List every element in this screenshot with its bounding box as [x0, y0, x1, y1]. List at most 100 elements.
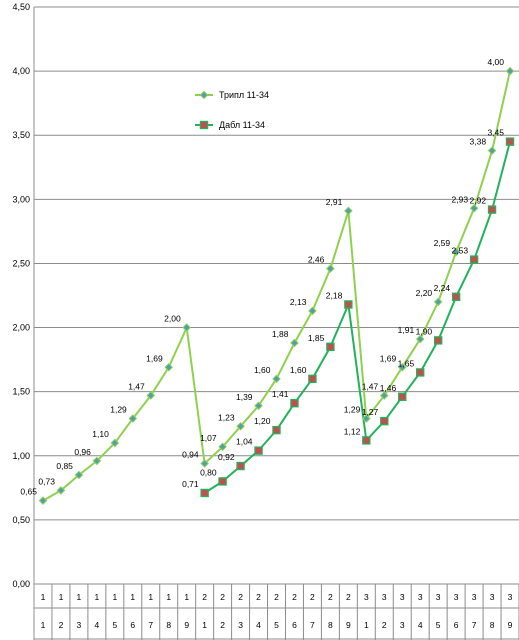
- data-label-1: 1,23: [218, 412, 235, 422]
- data-label-2: 1,41: [272, 389, 289, 399]
- x-tick-label-row1: 3: [472, 592, 477, 602]
- x-tick-label-row2: 6: [292, 620, 297, 630]
- data-point-1: [182, 323, 191, 332]
- data-point-1: [469, 204, 479, 213]
- legend-marker-1: [199, 90, 209, 100]
- data-label-1: 1,29: [110, 405, 127, 415]
- data-label-2: 2,24: [434, 283, 451, 293]
- data-point-1: [433, 297, 443, 307]
- data-label-1: 4,00: [487, 57, 504, 67]
- data-point-2: [469, 255, 479, 264]
- x-tick-label-row1: 1: [77, 592, 82, 602]
- data-label-1: 2,20: [416, 288, 433, 298]
- y-tick-label: 0,00: [12, 579, 30, 589]
- x-tick-label-row1: 1: [95, 592, 100, 602]
- data-label-1: 0,85: [56, 461, 73, 471]
- data-point-2: [433, 336, 443, 345]
- data-labels: 0,650,730,850,961,10 1,29 1,47 1,69 2,00 0,94…: [20, 57, 504, 497]
- x-tick-label-row1: 1: [184, 592, 189, 602]
- x-tick-label-row2: 2: [59, 620, 64, 630]
- data-label-2: 1,27: [362, 407, 379, 417]
- data-point-1: [344, 206, 353, 216]
- data-point-1: [326, 264, 335, 273]
- x-tick-label-row1: 3: [454, 592, 459, 602]
- x-tick-label-row1: 3: [508, 592, 513, 602]
- data-label-2: 1,12: [344, 426, 361, 436]
- data-point-2: [326, 342, 335, 351]
- x-tick-label-row2: 9: [346, 620, 351, 630]
- data-point-1: [505, 66, 515, 76]
- x-tick-label-row1: 2: [220, 592, 225, 602]
- y-tick-label: 1,50: [12, 387, 30, 397]
- data-point-1: [451, 247, 461, 257]
- x-tick-label-row2: 5: [436, 620, 441, 630]
- x-tick-label-row1: 2: [310, 592, 315, 602]
- data-label-2: 1,46: [380, 383, 397, 393]
- x-tick-label-row1: 2: [274, 592, 279, 602]
- data-label-2: 1,60: [290, 365, 307, 375]
- x-tick-label-row1: 1: [41, 592, 46, 602]
- data-point-1: [254, 401, 263, 411]
- data-label-1: 2,13: [290, 297, 307, 307]
- data-point-1: [379, 391, 389, 400]
- x-tick-label-row2: 3: [400, 620, 405, 630]
- x-tick-label-row2: 7: [148, 620, 153, 630]
- data-point-2: [380, 416, 389, 426]
- y-tick-label: 2,50: [12, 258, 30, 268]
- data-point-2: [218, 477, 227, 486]
- legend-marker-2: [199, 120, 209, 130]
- y-tick-label: 1,00: [12, 451, 30, 461]
- x-tick-label-row2: 1: [364, 620, 369, 630]
- y-axis: 0,00 0,50 1,00 1,50 2,00 2,50 3,00 3,50 4,00 4,50: [12, 2, 35, 589]
- data-label-2: 1,04: [236, 437, 253, 447]
- y-tick-label: 3,50: [12, 130, 30, 140]
- x-tick-label-row1: 1: [59, 592, 64, 602]
- data-point-1: [164, 362, 174, 372]
- data-label-2: 1,20: [254, 416, 271, 426]
- x-tick-label-row2: 7: [310, 620, 315, 630]
- x-tick-label-row2: 1: [202, 620, 207, 630]
- data-label-2: 2,53: [452, 246, 469, 256]
- y-tick-label: 2,00: [12, 323, 30, 333]
- x-tick-label-row1: 3: [400, 592, 405, 602]
- x-tick-label-row2: 9: [508, 620, 513, 630]
- x-axis: 1 1 1 2 1 3 1 4 1 5 1 6 1 7 1 8 1 9 2 1 2 2 2 3 2 4 2 5 2 6 2 7 2 8 2 9 3 1 3 2…: [33, 584, 519, 640]
- data-point-2: [451, 292, 461, 301]
- x-tick-label-row2: 4: [95, 620, 100, 630]
- data-label-1: 1,88: [272, 329, 289, 339]
- x-tick-label-row2: 8: [166, 620, 171, 630]
- data-label-1: 1,91: [398, 325, 415, 335]
- x-tick-label-row1: 1: [112, 592, 117, 602]
- x-tick-label-row2: 3: [77, 620, 82, 630]
- data-label-2: 0,92: [218, 452, 235, 462]
- data-label-1: 2,91: [326, 197, 343, 207]
- y-tick-label: 3,00: [12, 194, 30, 204]
- data-point-2: [290, 399, 299, 408]
- data-point-2: [200, 488, 209, 498]
- data-point-1: [200, 459, 209, 468]
- data-label-1: 0,73: [38, 476, 55, 486]
- data-point-2: [254, 446, 263, 455]
- data-label-2: 1,85: [308, 333, 325, 343]
- y-tick-label: 0,50: [12, 515, 30, 525]
- legend: Трипл 11-34 Дабл 11-34: [195, 90, 269, 130]
- legend-label-2: Дабл 11-34: [219, 120, 265, 130]
- data-point-1: [236, 421, 245, 431]
- data-label-1: 1,10: [92, 429, 109, 439]
- data-point-1: [146, 391, 156, 400]
- data-point-1: [308, 306, 317, 316]
- data-label-1: 0,94: [182, 449, 199, 459]
- data-point-1: [272, 374, 281, 384]
- x-tick-label-row1: 2: [346, 592, 351, 602]
- data-label-1: 2,00: [164, 314, 181, 324]
- x-tick-label-row2: 5: [112, 620, 117, 630]
- data-label-2: 3,45: [487, 128, 504, 138]
- x-tick-label-row2: 2: [382, 620, 387, 630]
- data-point-1: [362, 414, 371, 423]
- data-label-2: 0,80: [200, 467, 217, 477]
- data-label-2: 2,18: [326, 290, 343, 300]
- data-point-1: [415, 334, 425, 344]
- data-point-1: [56, 486, 66, 495]
- data-label-1: 1,39: [236, 392, 253, 402]
